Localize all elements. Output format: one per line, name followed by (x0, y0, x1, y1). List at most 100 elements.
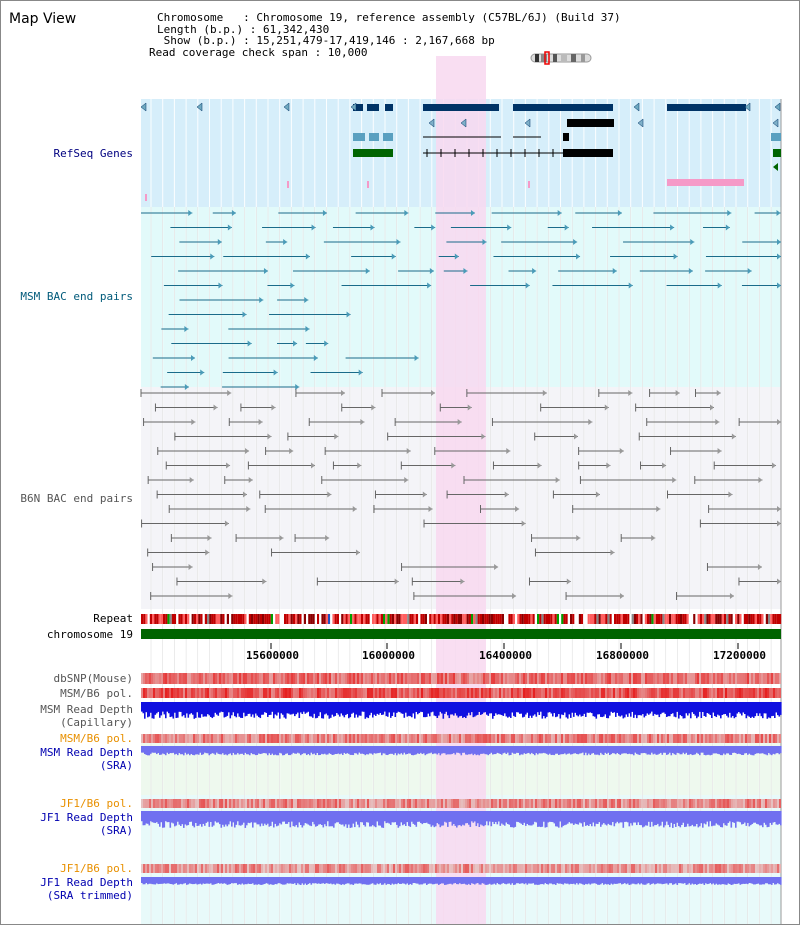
read-depth-bar (258, 877, 260, 885)
repeat-element (446, 614, 449, 624)
read-depth-bar (375, 811, 377, 828)
read-depth-bar (550, 877, 553, 884)
read-depth-bar (477, 746, 479, 755)
track-label-b6n-bac[interactable]: B6N BAC end pairs (20, 492, 133, 505)
polymorphism-cell (225, 734, 227, 743)
read-depth-bar (762, 877, 764, 885)
polymorphism-cell (449, 688, 451, 698)
polymorphism-cell (319, 799, 321, 808)
repeat-element (215, 614, 218, 624)
polymorphism-cell (259, 799, 261, 808)
read-depth-bar (484, 811, 487, 826)
read-depth-bar (301, 811, 304, 828)
polymorphism-cell (765, 799, 767, 808)
read-depth-bar (673, 702, 676, 717)
read-depth-bar (741, 702, 743, 716)
polymorphism-cell (493, 673, 495, 684)
read-depth-bar (769, 746, 772, 755)
polymorphism-cell (705, 734, 707, 743)
track-label-msm-bac[interactable]: MSM BAC end pairs (20, 290, 133, 303)
read-depth-bar (351, 877, 353, 885)
read-depth-bar (297, 702, 299, 713)
read-depth-bar (733, 702, 736, 719)
read-depth-bar (270, 746, 272, 755)
read-depth-bar (310, 877, 313, 885)
read-depth-bar (160, 877, 163, 884)
read-depth-bar (514, 877, 517, 885)
read-depth-bar (526, 702, 529, 713)
read-depth-bar (285, 811, 287, 824)
polymorphism-cell (289, 864, 291, 873)
polymorphism-cell (563, 673, 565, 684)
repeat-element (477, 614, 480, 624)
read-depth-bar (378, 746, 380, 754)
polymorphism-cell (291, 673, 293, 684)
read-depth-bar (714, 811, 716, 826)
read-depth-bar (561, 702, 563, 715)
read-depth-bar (241, 811, 244, 825)
polymorphism-cell (207, 799, 209, 808)
read-depth-bar (556, 746, 559, 754)
read-depth-bar (699, 746, 701, 756)
polymorphism-cell (209, 688, 211, 698)
repeat-element (374, 614, 377, 624)
gene-direction-arrow (196, 102, 203, 112)
polymorphism-cell (727, 734, 729, 743)
polymorphism-cell (375, 673, 377, 684)
polymorphism-cell (727, 864, 729, 873)
gene-direction-arrow (428, 118, 435, 128)
repeat-element (372, 614, 375, 624)
read-depth-bar (342, 877, 344, 885)
repeat-element (550, 614, 553, 624)
polymorphism-cell (279, 864, 281, 873)
polymorphism-cell (297, 734, 299, 743)
polymorphism-cell (597, 864, 599, 873)
read-depth-bar (742, 877, 745, 884)
read-depth-bar (480, 811, 482, 825)
read-depth-bar (460, 811, 463, 827)
msm-bac-end (227, 224, 232, 231)
polymorphism-cell (581, 673, 583, 684)
read-depth-bar (456, 746, 458, 753)
repeat-element (501, 614, 504, 624)
polymorphism-cell (273, 734, 275, 743)
read-depth-bar (448, 702, 451, 719)
repeat-element (277, 614, 280, 624)
read-depth-bar (514, 746, 517, 754)
read-depth-bar (420, 877, 422, 885)
track-label-refseq[interactable]: RefSeq Genes (53, 147, 133, 160)
read-depth-bar (193, 746, 196, 756)
polymorphism-cell (317, 864, 319, 873)
read-depth-bar (730, 746, 733, 755)
repeat-element (460, 614, 463, 624)
polymorphism-cell (493, 688, 495, 698)
read-depth-bar (586, 811, 589, 826)
read-depth-bar (579, 877, 581, 884)
read-depth-bar (379, 746, 382, 753)
polymorphism-cell (507, 799, 509, 808)
polymorphism-cell (281, 688, 283, 698)
read-depth-bar (169, 811, 172, 828)
repeat-element (396, 614, 399, 624)
repeat-element (482, 614, 485, 624)
polymorphism-cell (387, 734, 389, 743)
read-depth-bar (288, 877, 290, 884)
read-depth-bar (141, 877, 143, 884)
polymorphism-cell (167, 799, 169, 808)
read-depth-bar (142, 877, 145, 885)
polymorphism-cell (729, 688, 731, 698)
polymorphism-cell (389, 673, 391, 684)
polymorphism-cell (263, 688, 265, 698)
polymorphism-cell (163, 673, 165, 684)
polymorphism-cell (517, 799, 519, 808)
polymorphism-cell (191, 688, 193, 698)
polymorphism-cell (679, 864, 681, 873)
read-depth-bar (697, 877, 700, 885)
read-depth-bar (670, 702, 673, 715)
read-depth-bar (237, 702, 239, 714)
polymorphism-cell (259, 734, 261, 743)
read-depth-bar (340, 746, 343, 754)
polymorphism-cell (549, 734, 551, 743)
read-depth-bar (523, 811, 526, 823)
